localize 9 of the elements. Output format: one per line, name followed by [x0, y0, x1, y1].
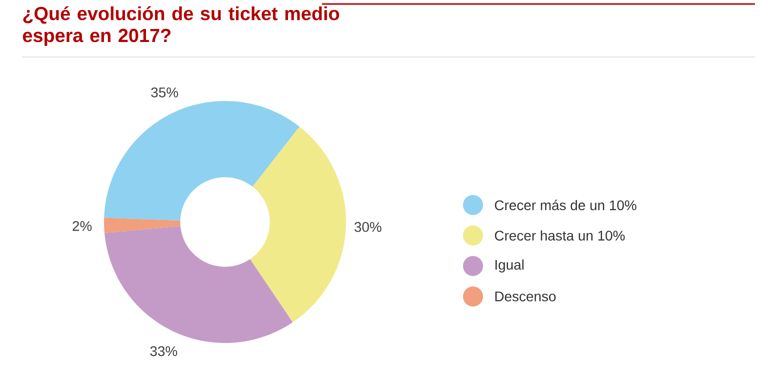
- legend-label: Crecer más de un 10%: [494, 200, 636, 210]
- data-label: 2%: [72, 221, 92, 231]
- legend-label: Descenso: [495, 292, 556, 302]
- legend-label: Crecer hasta un 10%: [494, 230, 625, 241]
- chart-title: ¿Qué evolución de su ticket medio espera en 2017?: [22, 6, 340, 46]
- data-label: 35%: [151, 87, 178, 98]
- data-label: 33%: [150, 346, 178, 356]
- legend-label: Igual: [495, 259, 524, 272]
- data-label: 30%: [354, 222, 382, 232]
